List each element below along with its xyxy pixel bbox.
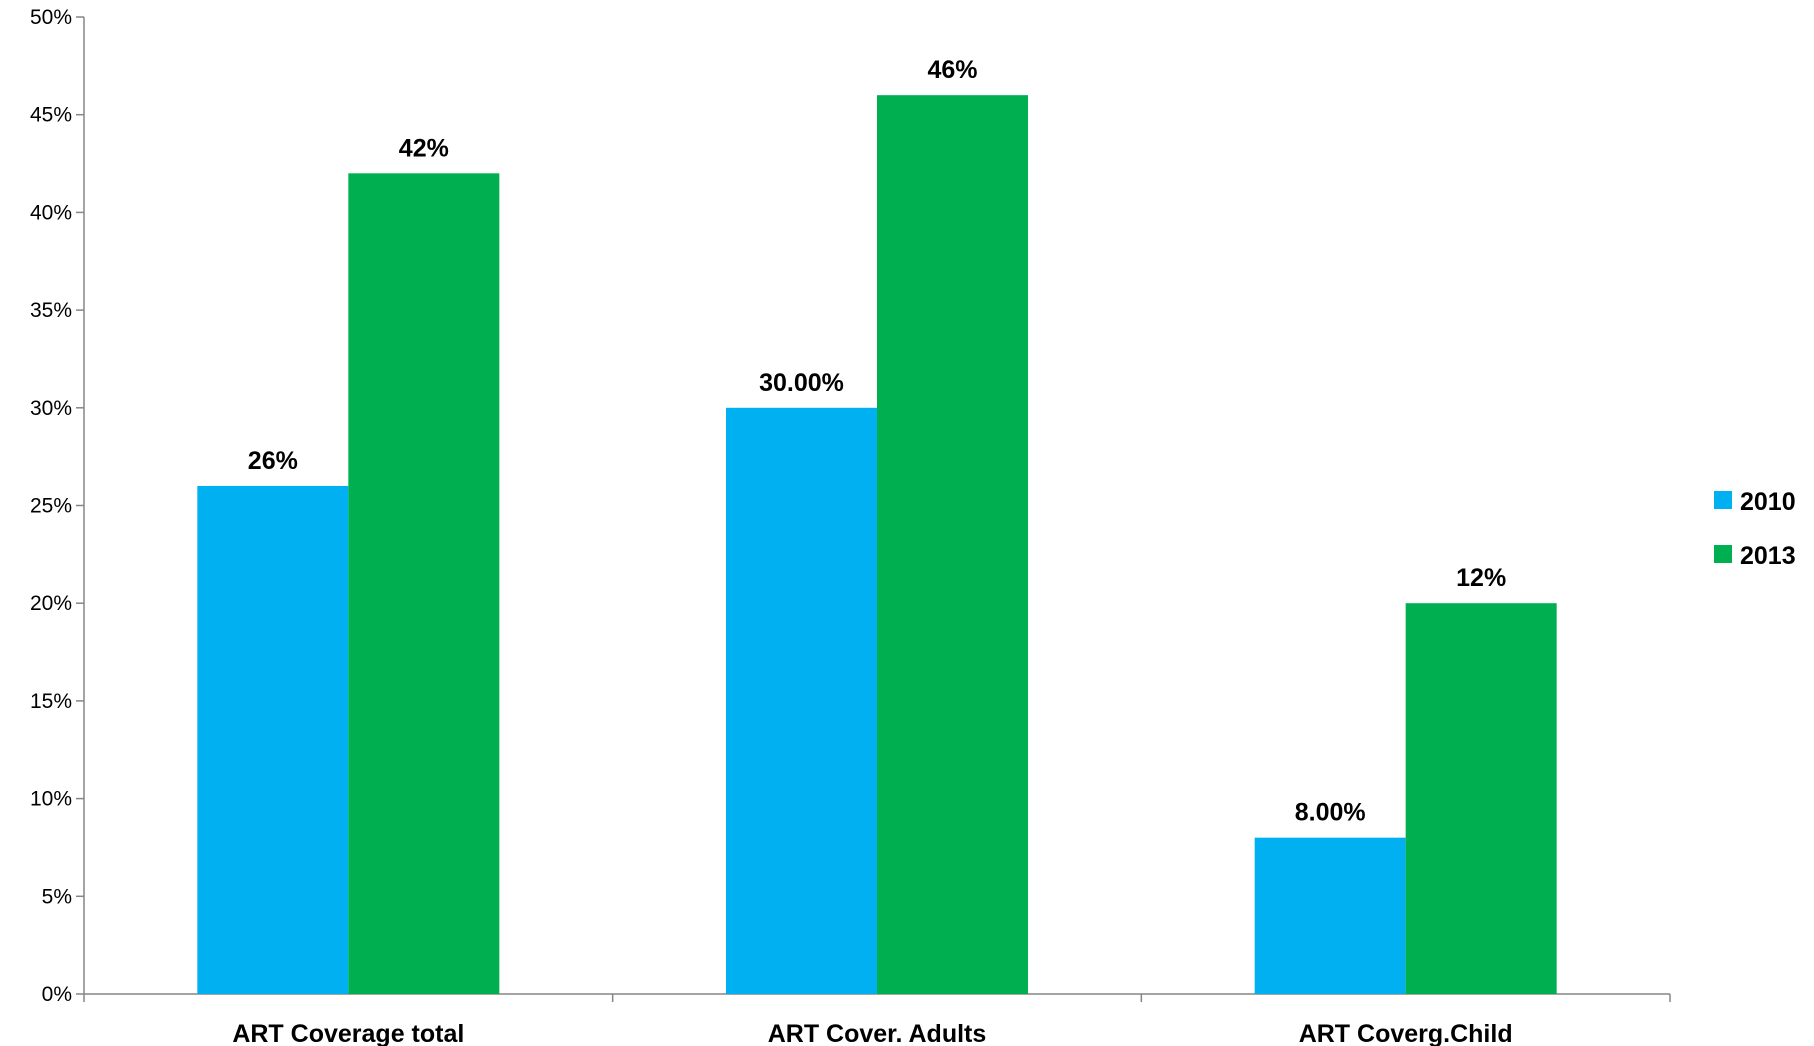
data-label: 8.00% [1295,799,1366,827]
y-tick-label: 45% [30,104,72,127]
y-tick-label: 40% [30,201,72,224]
x-category-label: ART Coverg.Child [1299,1020,1513,1046]
data-label: 42% [399,134,449,162]
bar-2010 [197,485,349,994]
data-label: 46% [927,56,977,84]
y-tick-label: 5% [42,885,72,908]
bar-2013 [348,173,500,994]
bar-2010 [726,407,877,994]
y-tick-label: 15% [30,690,72,713]
x-category-label: ART Coverage total [232,1020,464,1046]
y-tick-label: 50% [30,6,72,29]
y-tick-label: 35% [30,299,72,322]
data-label: 26% [248,447,298,475]
legend-label: 2013 [1740,542,1796,570]
legend-label: 2010 [1740,488,1796,516]
y-tick-label: 20% [30,592,72,615]
y-tick-label: 0% [42,983,72,1006]
data-label: 12% [1456,564,1506,592]
legend-swatch-2010 [1714,491,1732,509]
data-label: 30.00% [759,369,844,397]
plot-area: 0% 5% 10% 15% 20% 25% 30% 35% 40% 45% 50% 26% 42% ART… [30,6,1671,1046]
y-tick-label: 25% [30,495,72,518]
bar-2010 [1254,837,1406,994]
y-tick-label: 30% [30,397,72,420]
bar-2013 [877,95,1028,994]
legend-swatch-2013 [1714,545,1732,563]
x-category-label: ART Cover. Adults [768,1020,987,1046]
y-tick-label: 10% [30,788,72,811]
bar-2013 [1405,603,1557,994]
legend: 2010 2013 [1714,488,1796,570]
